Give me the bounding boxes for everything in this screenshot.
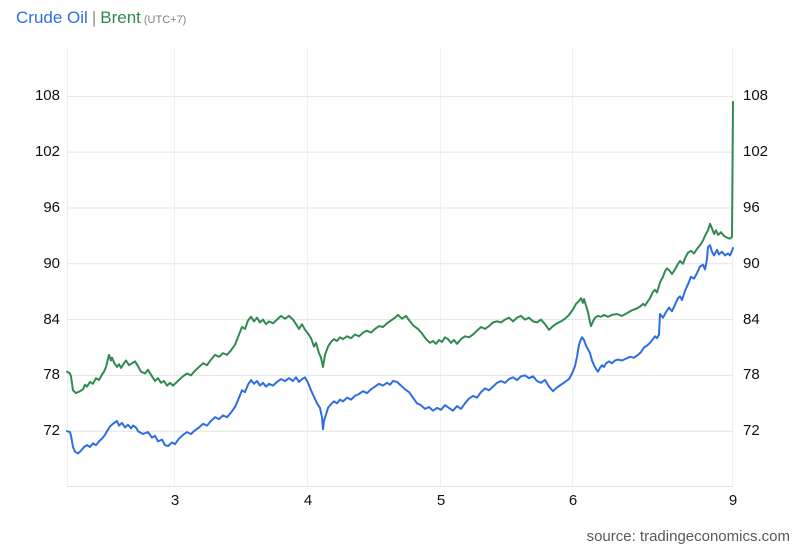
y-axis-label-right: 96 bbox=[743, 198, 760, 216]
y-axis-label-left: 108 bbox=[34, 87, 60, 105]
x-axis-label: 9 bbox=[728, 492, 738, 509]
x-axis-label: 4 bbox=[303, 492, 313, 509]
title-separator: | bbox=[91, 8, 97, 27]
y-axis-label-right: 108 bbox=[743, 87, 769, 105]
series-line-brent[interactable] bbox=[66, 100, 734, 395]
x-axis-label: 6 bbox=[568, 492, 578, 509]
source-attribution: source: tradingeconomics.com bbox=[586, 528, 790, 545]
y-axis-label-left: 78 bbox=[43, 366, 60, 384]
series-line-crude-oil[interactable] bbox=[66, 244, 734, 455]
y-axis-label-left: 72 bbox=[43, 422, 60, 440]
y-axis-label-right: 72 bbox=[743, 422, 760, 440]
x-axis-label: 3 bbox=[170, 492, 180, 509]
y-axis-label-left: 84 bbox=[43, 310, 60, 328]
series-label-crude-oil: Crude Oil bbox=[16, 8, 88, 27]
y-axis-label-right: 102 bbox=[743, 143, 769, 161]
y-axis-label-right: 90 bbox=[743, 254, 760, 272]
y-axis-label-left: 90 bbox=[43, 254, 60, 272]
chart-plot-area[interactable] bbox=[66, 48, 734, 487]
y-axis-label-left: 96 bbox=[43, 198, 60, 216]
series-label-brent: Brent bbox=[100, 8, 141, 27]
chart-title: Crude Oil | Brent (UTC+7) bbox=[16, 8, 186, 28]
y-axis-label-left: 102 bbox=[34, 143, 60, 161]
timezone-note: (UTC+7) bbox=[143, 14, 187, 26]
y-axis-label-right: 78 bbox=[743, 366, 760, 384]
x-axis-label: 5 bbox=[436, 492, 446, 509]
y-axis-label-right: 84 bbox=[743, 310, 760, 328]
